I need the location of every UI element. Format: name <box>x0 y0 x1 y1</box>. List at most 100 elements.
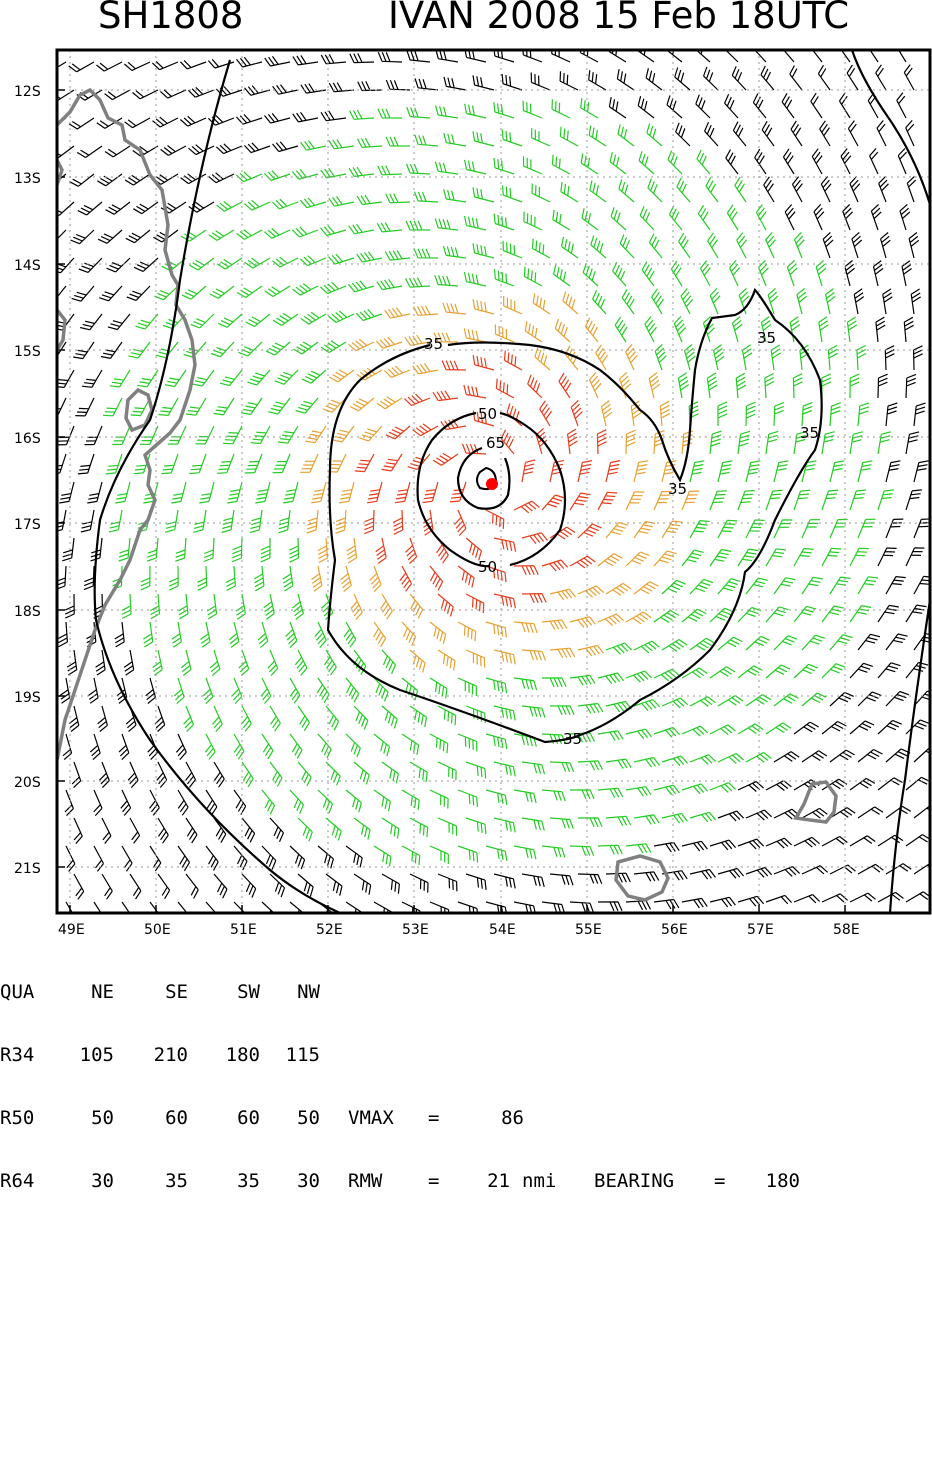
wind-barb <box>653 490 672 511</box>
wind-barb <box>709 430 722 455</box>
wind-barb <box>269 761 283 787</box>
wind-barb <box>328 310 355 324</box>
lat-label: 13S <box>14 171 41 187</box>
lon-label: 58E <box>833 922 860 938</box>
r34-ne-value: 105 <box>79 1044 114 1066</box>
table-header-sw: SW <box>237 981 260 1003</box>
wind-barb <box>272 141 299 153</box>
wind-barb <box>884 345 895 371</box>
wind-barb <box>179 115 207 127</box>
wind-barb <box>541 901 566 913</box>
wind-barb <box>595 344 608 371</box>
wind-barb <box>773 460 789 483</box>
wind-barb <box>521 649 546 661</box>
wind-barb <box>534 347 551 371</box>
wind-barb <box>829 518 848 539</box>
wind-barb <box>653 784 680 796</box>
wind-barb <box>801 402 813 427</box>
wind-barb <box>233 845 248 871</box>
wind-barb <box>314 621 327 648</box>
wind-barb <box>381 649 397 675</box>
wind-barb <box>633 699 661 712</box>
wind-barb <box>231 677 243 705</box>
wind-barb <box>695 50 711 63</box>
wind-barb <box>353 761 370 785</box>
wind-barb <box>57 425 75 446</box>
wind-barb <box>493 213 515 231</box>
wind-barb <box>644 316 657 343</box>
wind-barb <box>332 425 355 443</box>
wind-barb <box>213 873 228 899</box>
lon-label: 49E <box>58 922 85 938</box>
wind-barb <box>646 123 663 147</box>
wind-barb <box>773 866 801 877</box>
wind-barb <box>877 834 904 847</box>
wind-barb <box>384 250 411 261</box>
wind-barb <box>177 789 189 816</box>
wind-barb <box>654 343 667 371</box>
wind-barb <box>653 668 680 682</box>
wind-barb <box>724 93 739 119</box>
wind-barb <box>885 518 904 539</box>
wind-barb <box>849 777 876 791</box>
wind-barb <box>57 285 67 299</box>
wind-barb <box>457 901 478 913</box>
wind-barb <box>827 344 838 371</box>
wind-barb <box>709 839 737 851</box>
wind-barb <box>322 397 347 413</box>
wind-barb <box>106 257 131 273</box>
wind-barb <box>210 341 235 358</box>
wind-barb <box>849 489 867 511</box>
lon-label: 56E <box>661 922 688 938</box>
wind-barb <box>157 873 171 900</box>
wind-barb <box>541 619 568 630</box>
wind-barb <box>193 509 207 533</box>
wind-barb <box>149 845 162 872</box>
wind-barb <box>569 616 596 628</box>
wind-barb <box>353 817 371 840</box>
wind-barb <box>385 193 411 204</box>
wind-barb <box>549 588 576 601</box>
wind-barb <box>625 344 638 371</box>
wind-barb <box>272 256 299 268</box>
wind-barb <box>597 901 623 912</box>
wind-barb <box>208 172 235 184</box>
wind-barb <box>409 649 426 673</box>
wind-barb <box>524 321 543 343</box>
rmw-unit: nmi <box>522 1170 557 1192</box>
r34-sw-value: 180 <box>225 1044 260 1066</box>
wind-barb <box>597 844 623 855</box>
wind-barb <box>235 171 263 183</box>
wind-barb <box>317 537 328 564</box>
wind-barb <box>429 789 449 809</box>
wind-barb <box>369 565 382 593</box>
wind-barb <box>905 431 920 455</box>
rmw-value: 21 <box>487 1170 510 1192</box>
wind-barb <box>327 453 347 473</box>
wind-barb <box>713 344 725 371</box>
wind-barb <box>485 509 505 529</box>
r50-ne-value: 50 <box>91 1107 114 1129</box>
wind-barb <box>200 621 211 648</box>
wind-barb <box>791 176 803 203</box>
wind-barb <box>93 593 104 619</box>
wind-barb <box>745 519 765 539</box>
wind-barb <box>765 780 792 791</box>
wind-barb <box>821 373 832 399</box>
wind-barb <box>581 208 599 231</box>
wind-barb <box>212 705 223 732</box>
wind-barb <box>633 581 659 595</box>
wind-barb <box>461 443 487 455</box>
wind-barb <box>192 369 215 387</box>
wind-barb <box>137 369 159 388</box>
wind-barb <box>661 460 677 483</box>
wind-barb <box>381 817 400 839</box>
wind-barb <box>792 373 803 399</box>
wind-barb <box>527 374 543 399</box>
wind-barb <box>121 593 132 619</box>
wind-barb <box>913 805 930 819</box>
wind-barb <box>801 692 827 707</box>
wind-barb <box>849 373 860 399</box>
table-header-row: QUA NE SE SW NW <box>0 982 320 1003</box>
wind-barb <box>68 117 95 130</box>
